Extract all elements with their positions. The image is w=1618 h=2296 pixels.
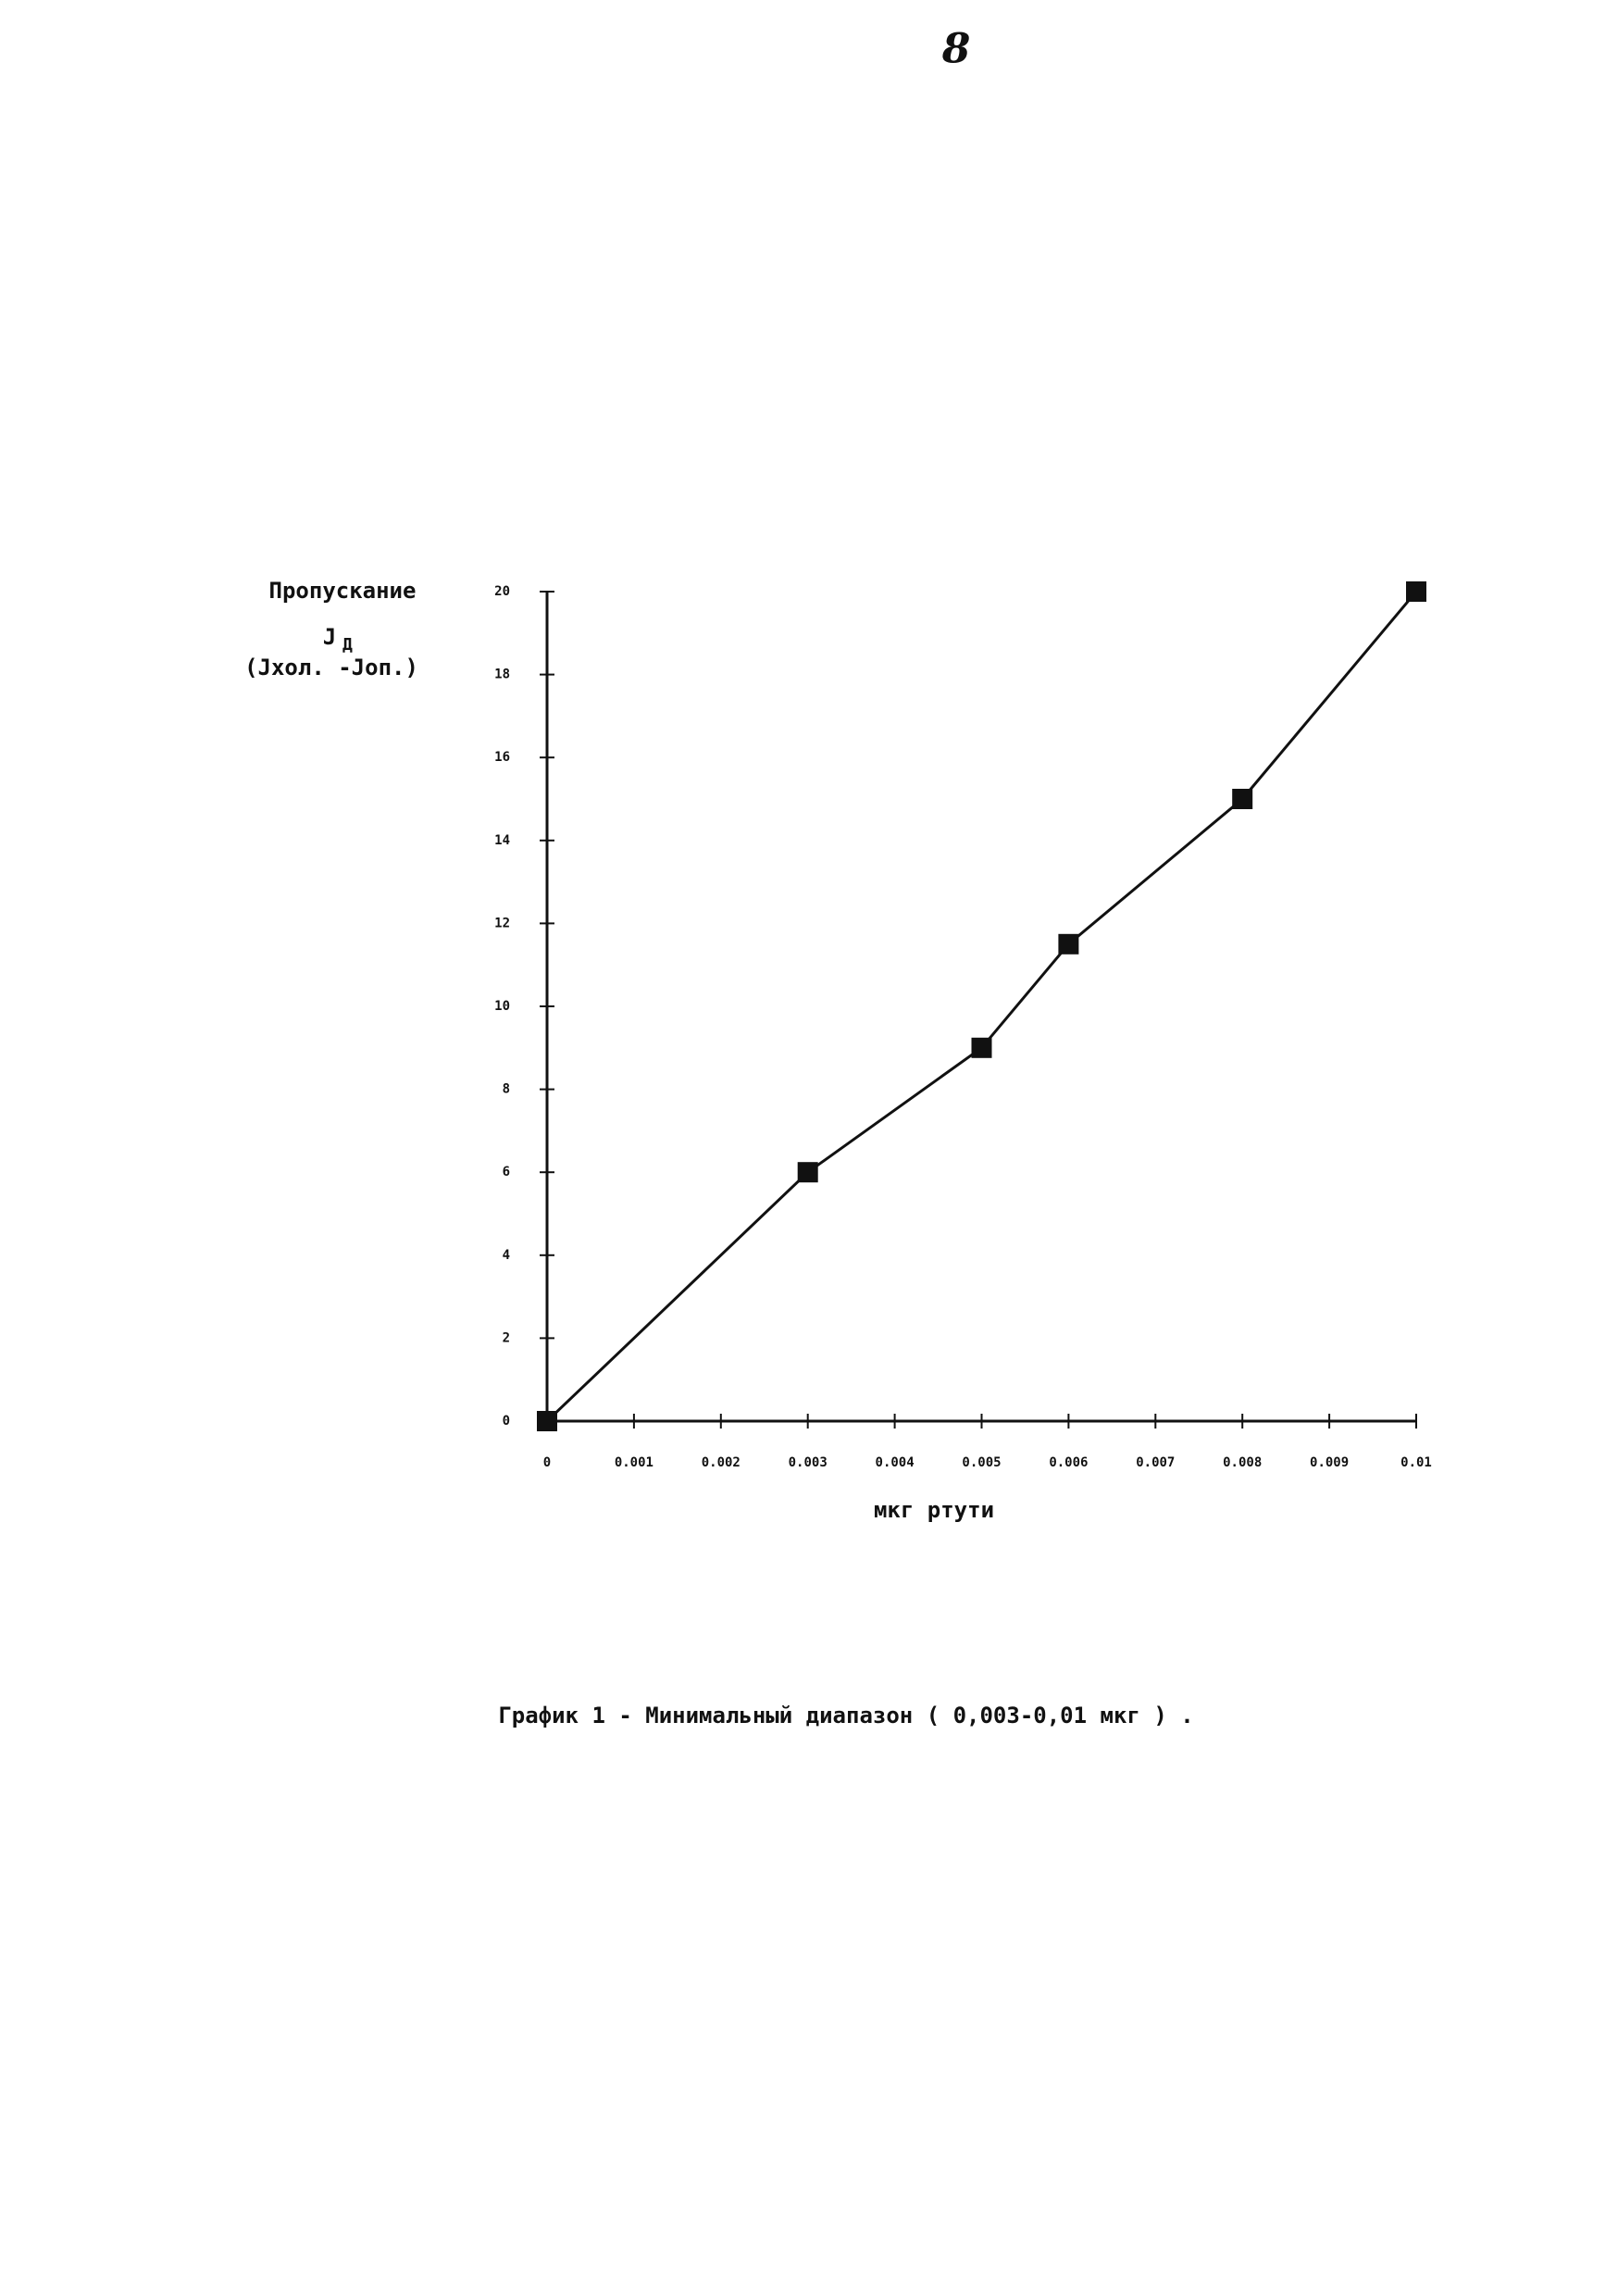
- x-tick-label: 0.008: [1223, 1455, 1262, 1470]
- y-tick-label: 14: [494, 833, 510, 848]
- x-tick-label: 0.001: [615, 1455, 653, 1470]
- data-point: [537, 1411, 557, 1431]
- data-point: [1232, 789, 1253, 809]
- y-tick-label: 8: [503, 1082, 510, 1097]
- y-axis-unit: (Jхол. -Jоп.): [244, 655, 418, 680]
- x-tick-label: 0.004: [876, 1455, 915, 1470]
- x-axis-label: мкг ртути: [874, 1497, 994, 1523]
- data-point: [797, 1162, 818, 1183]
- data-line: [545, 591, 1418, 1423]
- y-tick-label: 12: [494, 916, 510, 930]
- y-tick-label: 20: [494, 584, 510, 599]
- x-tick-label: 0.009: [1310, 1455, 1349, 1470]
- data-point: [1406, 581, 1426, 602]
- data-point: [971, 1037, 992, 1058]
- y-axis-subscript: Д: [342, 635, 353, 655]
- y-tick-label: 6: [503, 1165, 510, 1179]
- caption: График 1 - Минимальный диапазон ( 0,003-…: [498, 1703, 1193, 1728]
- y-tick-label: 18: [494, 668, 510, 682]
- x-tick-label: 0.01: [1400, 1455, 1432, 1470]
- data-point: [1058, 933, 1079, 955]
- x-tick-label: 0.006: [1049, 1455, 1088, 1470]
- x-tick-label: 0.002: [702, 1455, 741, 1470]
- x-tick-label: 0.007: [1136, 1455, 1175, 1470]
- x-tick-label: 0: [543, 1455, 551, 1470]
- y-axis-label: Пропускание: [269, 578, 417, 604]
- x-tick-label: 0.005: [962, 1455, 1001, 1470]
- y-tick-label: 0: [503, 1414, 510, 1429]
- y-tick-label: 4: [503, 1248, 510, 1263]
- y-axis-symbol: J: [323, 624, 336, 650]
- page-number: 8: [941, 26, 971, 73]
- x-tick-label: 0.003: [789, 1455, 828, 1470]
- y-tick-label: 16: [494, 750, 510, 765]
- y-tick-label: 10: [494, 999, 510, 1014]
- y-tick-label: 2: [503, 1330, 510, 1345]
